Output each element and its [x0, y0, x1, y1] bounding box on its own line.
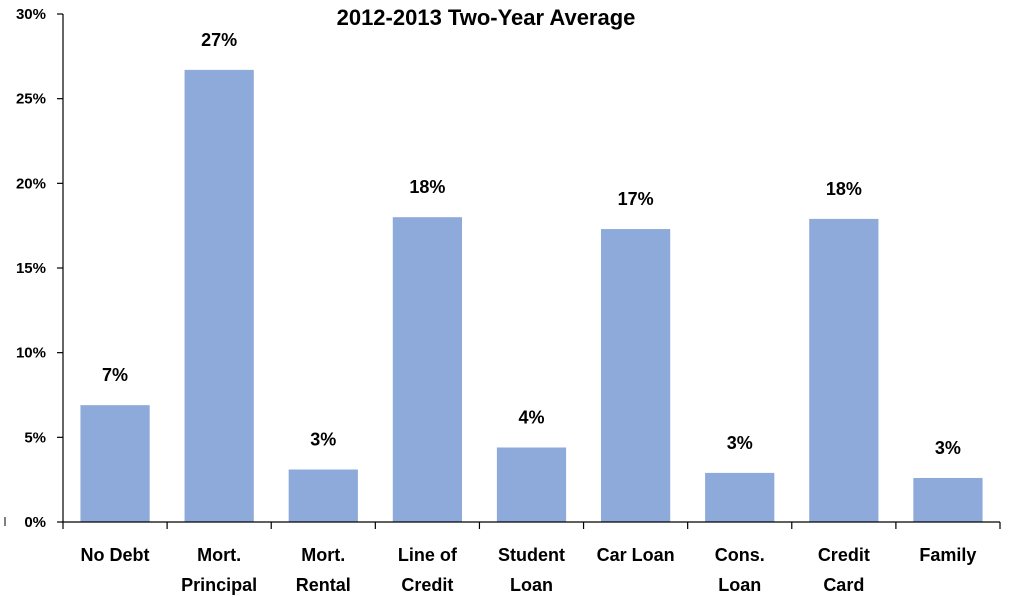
data-label: 27% — [201, 30, 237, 50]
data-label: 3% — [310, 430, 336, 450]
x-tick-label: Card — [823, 575, 864, 595]
y-tick-label: 10% — [16, 345, 46, 362]
y-tick-label: 20% — [16, 175, 46, 192]
data-label: 7% — [102, 365, 128, 385]
y-tick-label: 5% — [24, 429, 46, 446]
y-tick-label: 0% — [24, 514, 46, 531]
x-tick-label: Mort. — [301, 545, 345, 565]
data-label: 18% — [409, 177, 445, 197]
x-tick-label: Principal — [181, 575, 257, 595]
x-tick-label: Student — [498, 545, 565, 565]
bar — [80, 405, 150, 522]
x-tick-label: Mort. — [197, 545, 241, 565]
x-tick-label: Family — [919, 545, 976, 565]
x-tick-label: Loan — [510, 575, 553, 595]
x-tick-label: Cons. — [715, 545, 765, 565]
y-tick-label: 15% — [16, 260, 46, 277]
x-tick-label: Car Loan — [597, 545, 675, 565]
bar — [809, 218, 879, 523]
x-tick-label: Line of — [398, 545, 458, 565]
data-label: 17% — [618, 189, 654, 209]
chart-title: 2012-2013 Two-Year Average — [337, 5, 636, 30]
data-label: 18% — [826, 179, 862, 199]
bar — [496, 447, 567, 522]
x-tick-label: Loan — [718, 575, 761, 595]
x-tick-label: Rental — [296, 575, 351, 595]
bar — [184, 69, 254, 522]
x-tick-label: Credit — [401, 575, 453, 595]
x-tick-label: Credit — [818, 545, 870, 565]
bar — [705, 472, 775, 522]
bar — [913, 477, 983, 522]
y-tick-label: 30% — [16, 6, 46, 23]
y-tick-label: 25% — [16, 91, 46, 108]
bar — [600, 229, 671, 522]
bar — [288, 469, 358, 522]
x-tick-label: No Debt — [81, 545, 150, 565]
data-label: 4% — [518, 407, 544, 427]
bar — [392, 217, 463, 522]
data-label: 3% — [935, 438, 961, 458]
data-label: 3% — [727, 433, 753, 453]
